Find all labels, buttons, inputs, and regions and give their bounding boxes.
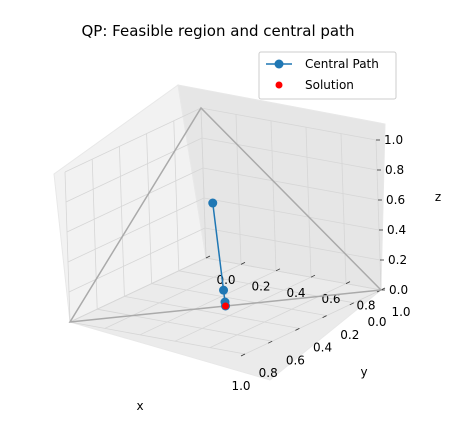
gridline-back-z [205, 257, 382, 291]
gridline-back-y [270, 120, 277, 271]
legend: Central Path Solution [258, 51, 397, 100]
legend-label-central-path: Central Path [305, 57, 379, 71]
z-tick-label: 0.8 [385, 163, 404, 177]
grid-lines [64, 107, 382, 355]
y-tick-mark [240, 262, 246, 265]
y-axis-label: y [360, 365, 367, 379]
gridline-back-y [305, 127, 312, 278]
y-tick-label: 0.2 [251, 279, 270, 293]
x-tick-label: 0.2 [340, 328, 359, 342]
gridline-left-z [64, 107, 202, 173]
gridline-back-z [202, 167, 379, 201]
plot-layer [68, 106, 383, 323]
x-tick-label: 0.6 [286, 353, 305, 367]
gridline-back-z [203, 197, 380, 231]
gridline-floor-y [174, 276, 312, 342]
y-tick-mark [275, 268, 281, 272]
legend-marker-central-path [274, 59, 284, 69]
gridline-left-z [67, 197, 205, 263]
y-tick-label: 0.4 [286, 286, 305, 300]
z-tick-label: 1.0 [384, 133, 403, 147]
y-tick-label: 0.8 [356, 299, 375, 313]
central-path-point [208, 198, 218, 208]
gridline-left-x [64, 171, 71, 323]
z-tick-label: 0.6 [386, 193, 405, 207]
gridline-floor-y [139, 270, 277, 336]
gridline-left-z [65, 137, 203, 203]
gridline-floor-x [69, 321, 246, 355]
gridline-back-y [200, 107, 207, 259]
gridline-back-y [340, 133, 347, 284]
gridline-back-y [235, 114, 242, 265]
x-tick-label: 1.0 [231, 379, 250, 393]
y-tick-mark [205, 255, 211, 259]
z-tick-label: 0.4 [387, 223, 406, 237]
legend-label-solution: Solution [305, 78, 354, 92]
gridline-floor-x [178, 270, 354, 304]
x-tick-mark [349, 302, 354, 306]
gridline-floor-y [209, 283, 347, 348]
x-tick-mark [295, 328, 300, 331]
x-tick-label: 0.4 [313, 341, 332, 355]
gridline-floor-y [244, 289, 382, 355]
x-tick-label: 0.8 [259, 366, 278, 380]
central-path-point [219, 285, 229, 295]
axes-3d: 0.0 0.2 0.4 0.6 0.8 1.0 0.0 0.2 0.4 0.6 0.8 1.0 0.0 0… [53, 84, 441, 413]
axis-ticks [205, 139, 386, 357]
gridline-back-y [375, 139, 382, 291]
gridline-left-z [68, 227, 206, 293]
gridline-floor-x [151, 283, 327, 316]
legend-box [258, 51, 397, 100]
z-tick-label: 0.2 [388, 253, 407, 267]
gridline-left-x [146, 133, 152, 284]
gridline-floor-y [104, 264, 242, 329]
solution-markers [222, 302, 229, 310]
legend-marker-solution [275, 81, 283, 89]
z-axis-label: z [435, 190, 441, 204]
y-tick-label: 0.0 [216, 273, 235, 287]
gridline-left-x [91, 159, 98, 310]
gridline-back-z [200, 107, 377, 141]
gridline-back-z [201, 137, 378, 171]
y-tick-mark [310, 274, 316, 278]
solution-point [222, 302, 229, 310]
gridline-left-x [119, 146, 125, 297]
y-tick-mark [345, 281, 351, 284]
gridline-floor-x [97, 308, 273, 342]
x-axis-label: x [136, 399, 143, 413]
gridline-back-z [204, 227, 381, 261]
gridline-floor-x [124, 296, 300, 329]
x-tick-mark [322, 315, 327, 318]
gridline-left-z [66, 167, 204, 233]
y-tick-label: 1.0 [391, 305, 410, 319]
x-tick-label: 0.0 [367, 315, 386, 329]
z-tick-label: 0.0 [389, 283, 408, 297]
chart-title: QP: Feasible region and central path [81, 22, 354, 40]
x-tick-mark [268, 340, 273, 344]
gridline-left-x [173, 120, 180, 271]
gridline-left-z [69, 257, 207, 323]
x-tick-mark [240, 353, 246, 357]
